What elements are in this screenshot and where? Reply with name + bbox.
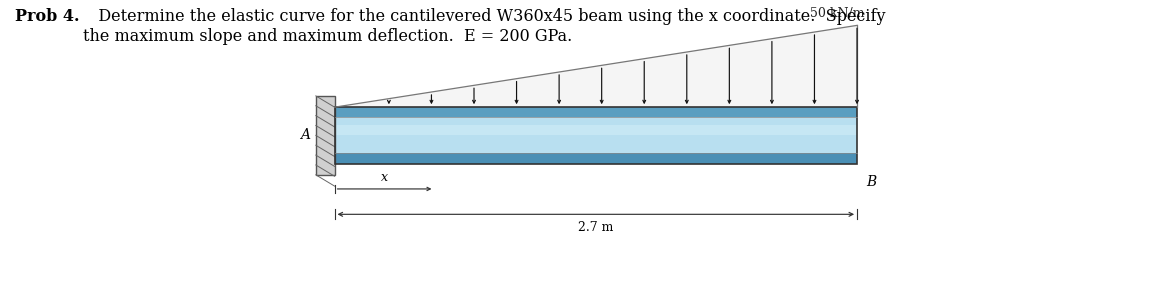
Text: Determine the elastic curve for the cantilevered W360x45 beam using the x coordi: Determine the elastic curve for the cant… <box>83 8 886 45</box>
Bar <box>335 107 857 117</box>
Bar <box>316 96 335 175</box>
Text: x: x <box>382 171 387 184</box>
Text: A: A <box>299 128 310 142</box>
Bar <box>335 107 857 164</box>
Polygon shape <box>335 25 857 107</box>
Bar <box>335 117 857 153</box>
Text: 50 kN/m: 50 kN/m <box>810 7 864 20</box>
Bar <box>335 153 857 164</box>
Bar <box>335 125 857 135</box>
Text: B: B <box>866 175 877 189</box>
Text: 2.7 m: 2.7 m <box>578 221 614 234</box>
Text: Prob 4.: Prob 4. <box>15 8 80 25</box>
